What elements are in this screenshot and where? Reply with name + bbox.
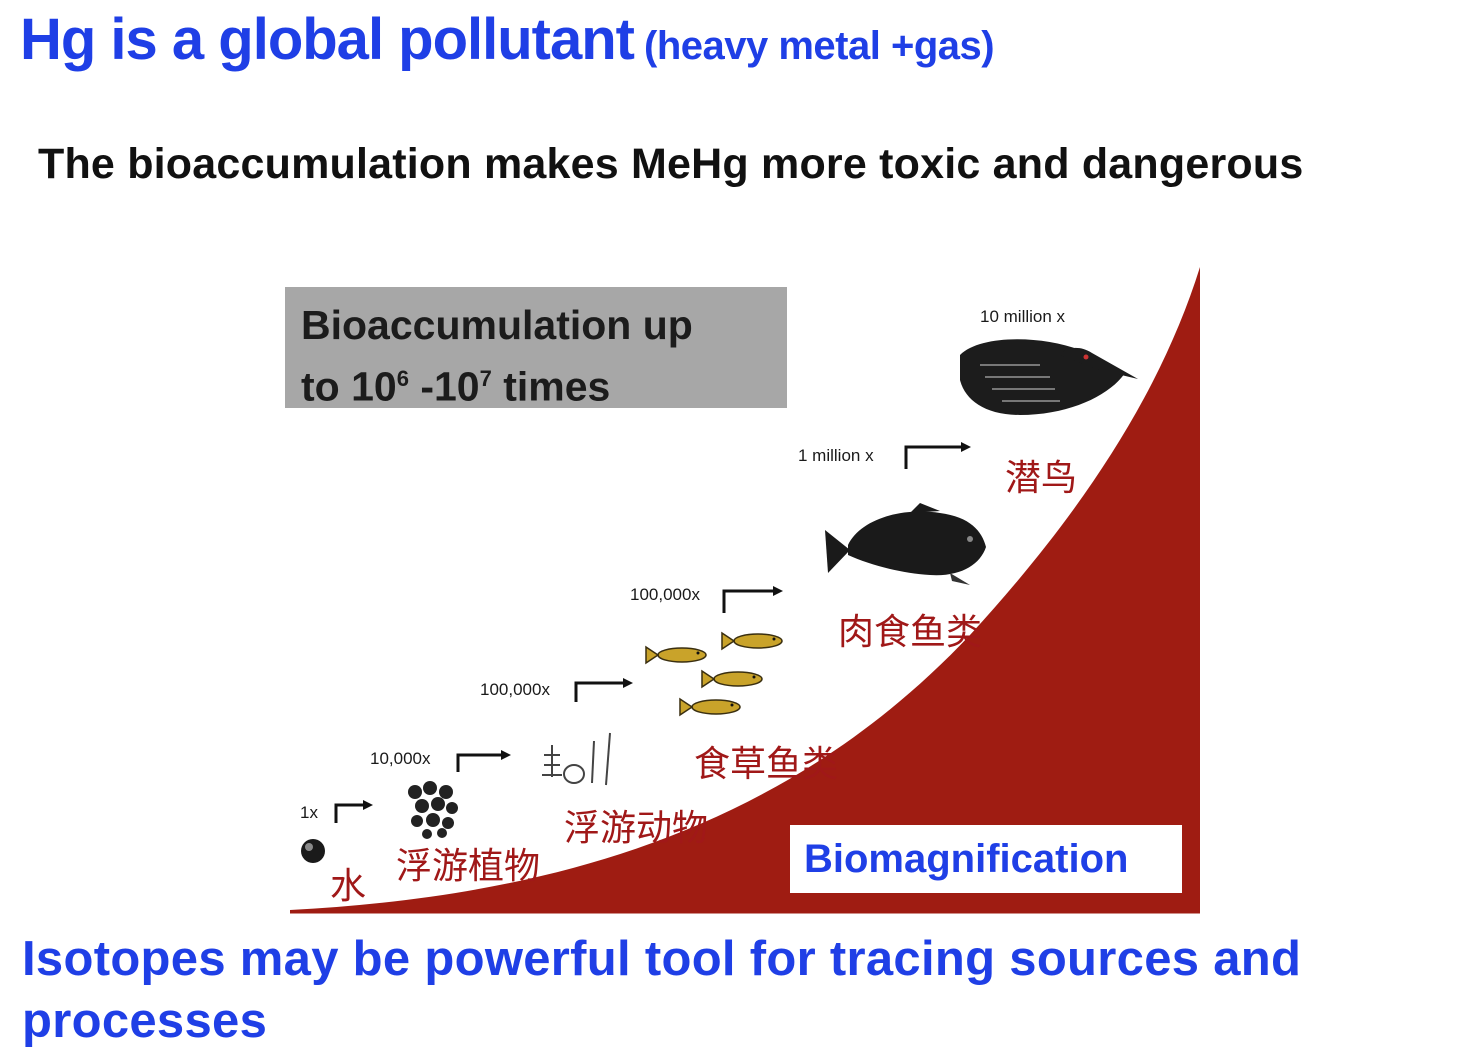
biomagnification-label-box: Biomagnification: [790, 825, 1182, 893]
callout-line1: Bioaccumulation up: [301, 302, 693, 348]
small-fish-icon: [645, 631, 783, 717]
slide-title: Hg is a global pollutant (heavy metal +ga…: [20, 6, 995, 73]
callout-prefix: to 10: [301, 363, 397, 410]
title-main: Hg is a global pollutant: [20, 7, 635, 72]
organism-label-loon: 潜鸟: [1005, 458, 1078, 499]
arrow-5: [904, 442, 971, 469]
bioaccumulation-callout: Bioaccumulation up to 106 -107 times: [285, 287, 787, 410]
arrow-1: [334, 800, 373, 823]
organism-label-herbivorous-fish: 食草鱼类: [694, 744, 839, 785]
callout-suffix: times: [491, 363, 611, 410]
figure-graphics: [290, 267, 1200, 914]
callout-exp1: 6: [396, 366, 409, 391]
title-paren: (heavy metal +gas): [644, 24, 995, 68]
organism-label-phytoplankton: 浮游植物: [396, 846, 541, 887]
organism-label-zooplankton: 浮游动物: [564, 808, 709, 849]
factor-label-zooplankton: 100,000x: [480, 680, 550, 699]
callout-text: Bioaccumulation up to 106 -107 times: [301, 299, 693, 414]
arrow-3: [574, 678, 633, 702]
biomagnification-curve: [290, 267, 1200, 912]
slide-subtitle: The bioaccumulation makes MeHg more toxi…: [38, 140, 1304, 188]
factor-label-phytoplankton: 10,000x: [370, 749, 431, 768]
factor-label-carnivorous-fish: 1 million x: [798, 446, 874, 465]
organism-label-water: 水: [330, 866, 367, 907]
arrow-4: [722, 586, 783, 613]
callout-exp2: 7: [479, 366, 492, 391]
loon-bird-icon: [960, 339, 1138, 415]
factor-label-loon: 10 million x: [980, 307, 1066, 326]
arrow-2: [456, 750, 511, 772]
footer-statement: Isotopes may be powerful tool for tracin…: [22, 932, 1302, 1048]
phytoplankton-icon: [408, 781, 458, 839]
water-drop-icon: [301, 839, 325, 863]
large-fish-icon: [825, 503, 986, 585]
factor-label-herbivorous-fish: 100,000x: [630, 585, 700, 604]
factor-label-water: 1x: [300, 803, 318, 822]
biomagnification-label: Biomagnification: [804, 837, 1129, 881]
bioaccumulation-figure: Bioaccumulation up to 106 -107 times Bio…: [280, 255, 1210, 920]
organism-label-carnivorous-fish: 肉食鱼类: [838, 612, 983, 653]
callout-mid: -10: [408, 363, 480, 410]
zooplankton-icon: [542, 732, 611, 786]
